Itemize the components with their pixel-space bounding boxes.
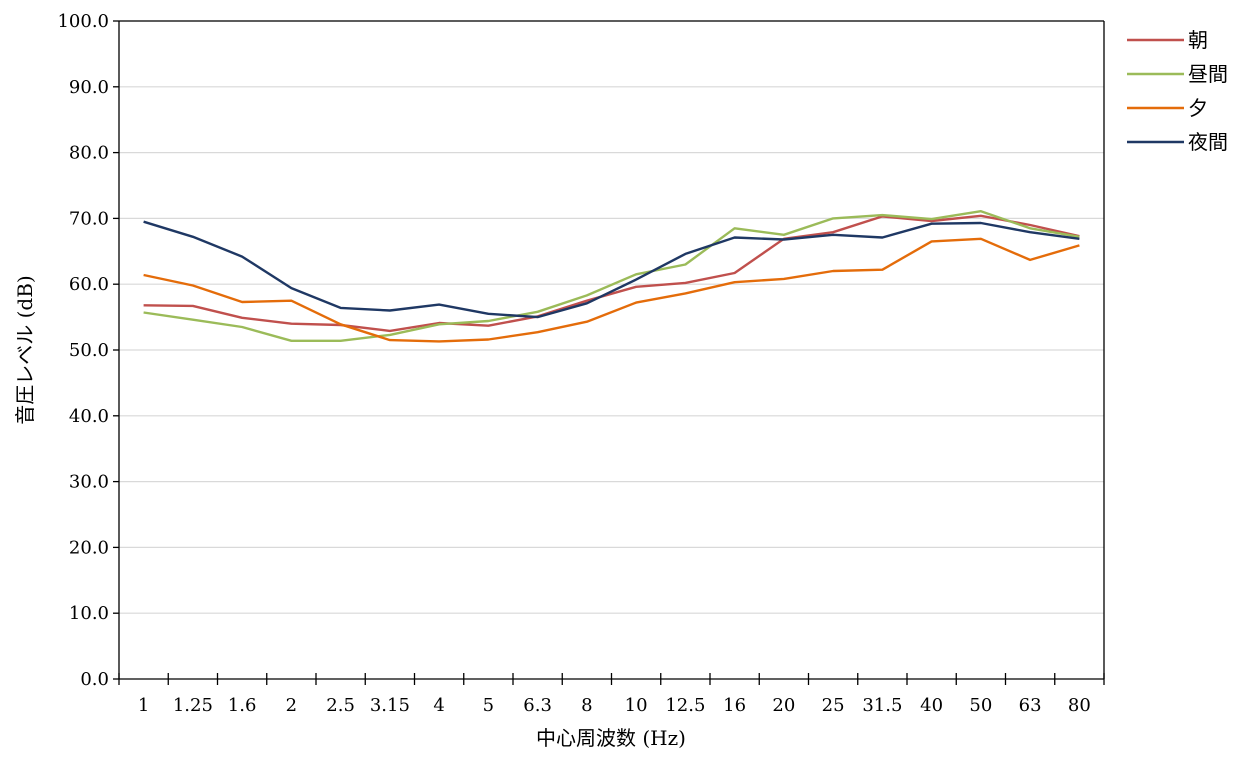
legend-label: 夜間 — [1188, 130, 1228, 154]
series-line — [143, 237, 1080, 343]
x-tick-label: 2 — [286, 695, 297, 716]
series-line — [143, 214, 1080, 333]
y-tick-label: 30.0 — [69, 472, 109, 493]
x-tick-label: 16 — [723, 695, 746, 716]
axes — [113, 20, 1105, 685]
x-tick-label: 5 — [483, 695, 494, 716]
series-line — [143, 220, 1080, 319]
x-tick-label: 2.5 — [326, 695, 355, 716]
legend-label: 昼間 — [1188, 62, 1228, 86]
legend-label: 夕 — [1188, 96, 1208, 120]
y-tick-label: 60.0 — [69, 274, 109, 295]
x-tick-label: 1.25 — [173, 695, 213, 716]
x-tick-labels: 1 1.25 1.6 2 2.5 3.15 4 5 6.3 8 10 12.5 16 20 25 31.5 40… — [138, 695, 1091, 716]
x-tick-label: 1 — [138, 695, 149, 716]
x-tick-label: 50 — [969, 695, 992, 716]
x-tick-label: 31.5 — [862, 695, 902, 716]
x-axis-title: 中心周波数 (Hz) — [536, 726, 686, 750]
x-tick-label: 12.5 — [665, 695, 705, 716]
series-lines — [143, 209, 1080, 343]
x-tick-label: 4 — [433, 695, 444, 716]
y-tick-label: 50.0 — [69, 340, 109, 361]
y-tick-label: 40.0 — [69, 406, 109, 427]
x-tick-label: 25 — [822, 695, 845, 716]
y-axis-title: 音圧レベル (dB) — [13, 275, 37, 424]
y-tick-label: 90.0 — [69, 77, 109, 98]
y-tick-label: 70.0 — [69, 208, 109, 229]
legend-label: 朝 — [1188, 28, 1208, 52]
x-tick-label: 8 — [581, 695, 592, 716]
y-tick-label: 80.0 — [69, 143, 109, 164]
x-tick-label: 1.6 — [228, 695, 257, 716]
x-tick-label: 40 — [920, 695, 943, 716]
series-line — [143, 209, 1080, 342]
x-tick-label: 3.15 — [370, 695, 410, 716]
x-tick-label: 6.3 — [523, 695, 552, 716]
y-tick-label: 10.0 — [69, 603, 109, 624]
y-tick-labels: 0.0 10.0 20.0 30.0 40.0 50.0 60.0 70.0 80.0 90.0 1… — [57, 11, 109, 690]
x-tick-label: 63 — [1019, 695, 1042, 716]
x-tick-label: 10 — [625, 695, 648, 716]
y-tick-label: 100.0 — [57, 11, 109, 32]
y-tick-label: 0.0 — [80, 669, 109, 690]
y-tick-label: 20.0 — [69, 537, 109, 558]
x-tick-label: 80 — [1068, 695, 1091, 716]
x-tick-label: 20 — [772, 695, 795, 716]
